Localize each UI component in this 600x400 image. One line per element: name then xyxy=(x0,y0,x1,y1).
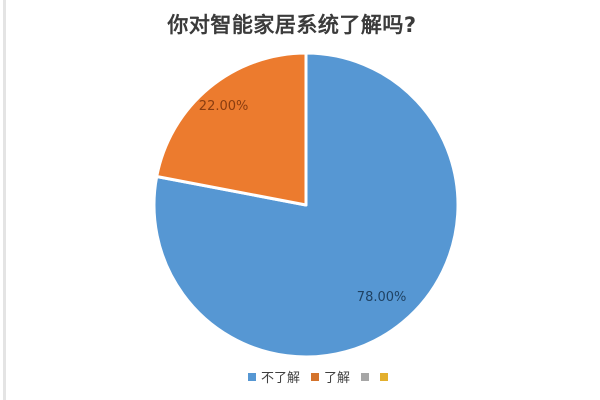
chart-legend: 不了解 了解 xyxy=(0,367,600,386)
legend-swatch xyxy=(380,372,389,381)
data-label-1: 78.00% xyxy=(357,290,407,305)
legend-label: 了解 xyxy=(324,371,351,386)
legend-swatch xyxy=(247,372,256,381)
legend-swatch xyxy=(361,372,370,381)
data-label-2: 22.00% xyxy=(199,99,249,114)
legend-label: 不了解 xyxy=(260,371,300,386)
pie-slice-2 xyxy=(155,51,308,207)
legend-swatch xyxy=(311,372,319,381)
legend-item xyxy=(380,372,389,381)
legend-item: 了解 xyxy=(311,367,350,386)
legend-item: 不了解 xyxy=(247,367,300,386)
chart-title: 你对智能家居系统了解吗? xyxy=(167,13,417,37)
left-border-line xyxy=(3,0,6,400)
pie-slice-1 xyxy=(152,51,460,359)
legend-item xyxy=(361,372,370,381)
